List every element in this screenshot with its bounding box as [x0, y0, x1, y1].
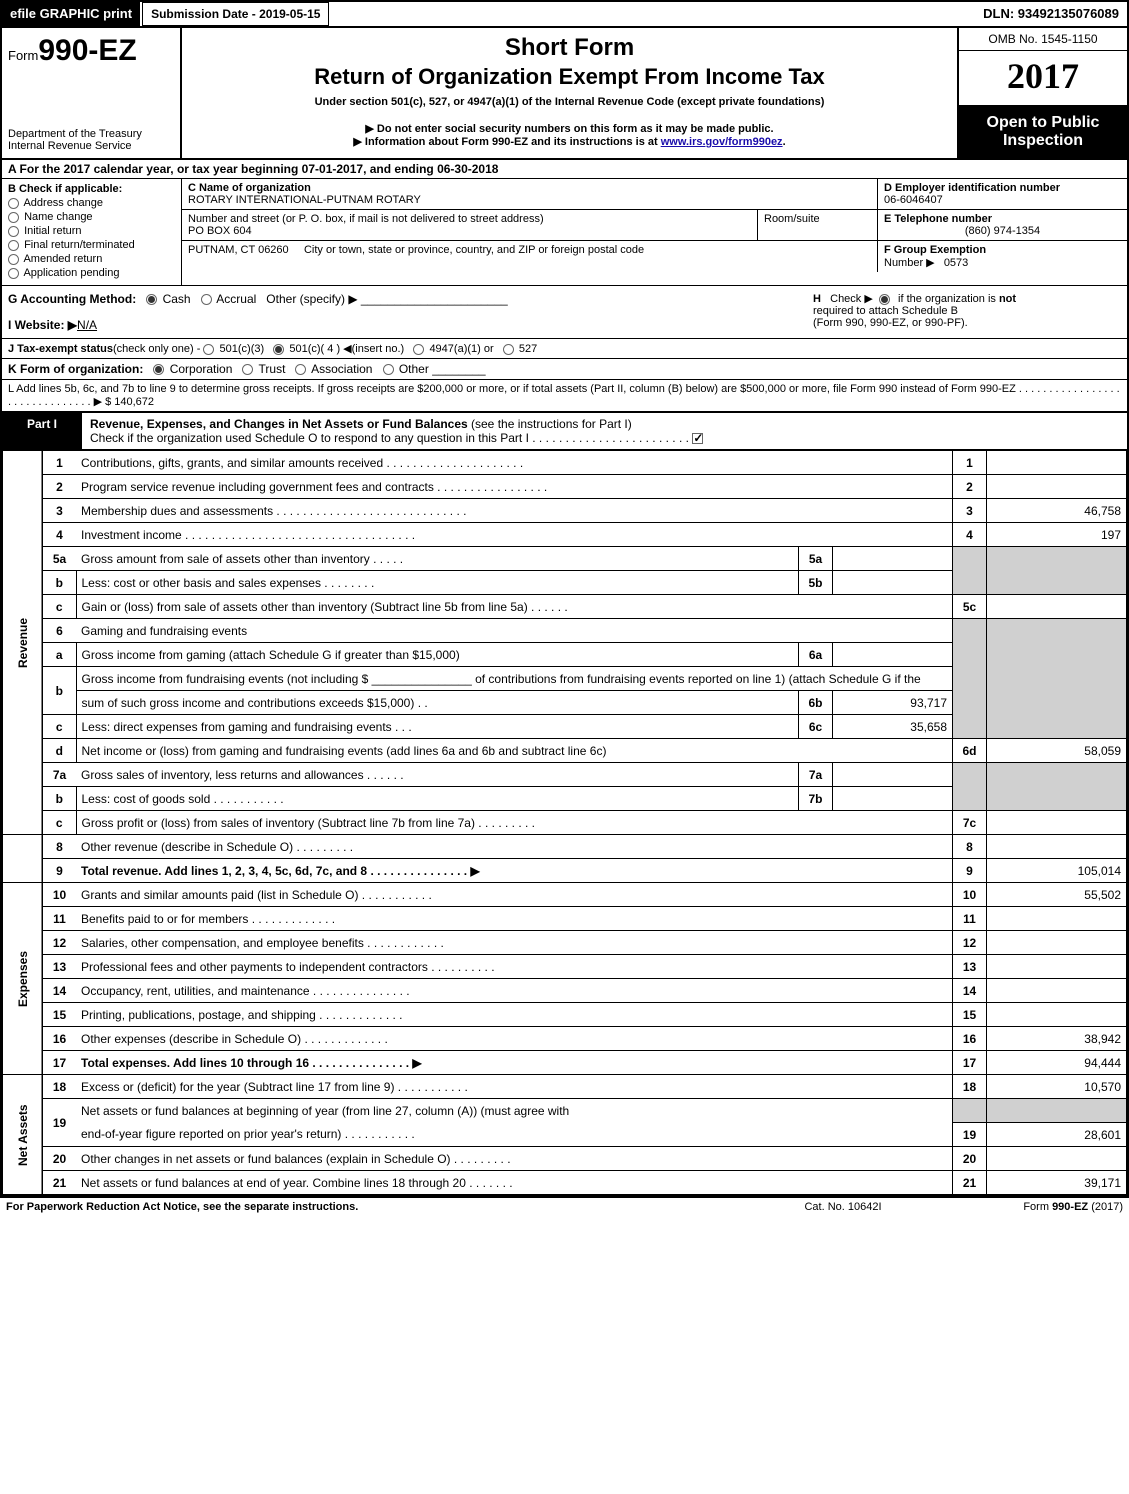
- section-d: D Employer identification number 06-6046…: [877, 179, 1127, 209]
- radio-accrual[interactable]: [201, 294, 212, 305]
- table-row: 5a Gross amount from sale of assets othe…: [3, 547, 1127, 571]
- side-revenue: Revenue: [3, 451, 43, 835]
- header-center: Short Form Return of Organization Exempt…: [182, 28, 957, 158]
- section-c-city: PUTNAM, CT 06260 City or town, state or …: [182, 241, 877, 272]
- omb-number: OMB No. 1545-1150: [959, 28, 1127, 51]
- side-netassets: Net Assets: [3, 1075, 43, 1195]
- cat-no: Cat. No. 10642I: [743, 1201, 943, 1213]
- radio-corp[interactable]: [153, 364, 164, 375]
- tax-year: 2017: [959, 51, 1127, 106]
- radio-501c3[interactable]: [203, 344, 214, 355]
- section-a: A For the 2017 calendar year, or tax yea…: [2, 160, 1127, 179]
- side-expenses: Expenses: [3, 883, 43, 1075]
- short-form-label: Short Form: [194, 34, 945, 62]
- table-row: Revenue 1 Contributions, gifts, grants, …: [3, 451, 1127, 475]
- cb-amended[interactable]: Amended return: [8, 253, 175, 265]
- section-h: H Check ▶ if the organization is not req…: [807, 286, 1127, 338]
- section-f: F Group Exemption Number ▶ 0573: [877, 241, 1127, 272]
- subtitle-3: ▶ Information about Form 990-EZ and its …: [194, 135, 945, 148]
- table-row: 15Printing, publications, postage, and s…: [3, 1003, 1127, 1027]
- section-e: E Telephone number (860) 974-1354: [877, 210, 1127, 240]
- table-row: 11Benefits paid to or for members . . . …: [3, 907, 1127, 931]
- table-row: 16Other expenses (describe in Schedule O…: [3, 1027, 1127, 1051]
- table-row: 2 Program service revenue including gove…: [3, 475, 1127, 499]
- department: Department of the Treasury Internal Reve…: [8, 128, 174, 152]
- table-row: 6 Gaming and fundraising events: [3, 619, 1127, 643]
- table-row: 19 Net assets or fund balances at beginn…: [3, 1099, 1127, 1123]
- cb-initial-return[interactable]: Initial return: [8, 225, 175, 237]
- table-row: c Gross profit or (loss) from sales of i…: [3, 811, 1127, 835]
- table-row: 20Other changes in net assets or fund ba…: [3, 1147, 1127, 1171]
- section-l: L Add lines 5b, 6c, and 7b to line 9 to …: [2, 380, 1127, 413]
- table-row: 13Professional fees and other payments t…: [3, 955, 1127, 979]
- section-g-h: G Accounting Method: Cash Accrual Other …: [2, 286, 1127, 339]
- form-990ez: efile GRAPHIC print Submission Date - 20…: [0, 0, 1129, 1197]
- form-ref: Form 990-EZ (2017): [943, 1201, 1123, 1213]
- section-j: J Tax-exempt status(check only one) - 50…: [2, 339, 1127, 359]
- table-row: 17Total expenses. Add lines 10 through 1…: [3, 1051, 1127, 1075]
- section-c-addr: Number and street (or P. O. box, if mail…: [182, 210, 757, 240]
- table-row: 9 Total revenue. Add lines 1, 2, 3, 4, 5…: [3, 859, 1127, 883]
- table-row: 8 Other revenue (describe in Schedule O)…: [3, 835, 1127, 859]
- table-row: 12Salaries, other compensation, and empl…: [3, 931, 1127, 955]
- section-b: B Check if applicable: Address change Na…: [2, 179, 182, 285]
- radio-schedule-b[interactable]: [879, 294, 890, 305]
- section-g-i: G Accounting Method: Cash Accrual Other …: [2, 286, 807, 338]
- radio-trust[interactable]: [242, 364, 253, 375]
- subtitle-2: ▶ Do not enter social security numbers o…: [194, 122, 945, 135]
- table-row: 3 Membership dues and assessments . . . …: [3, 499, 1127, 523]
- cb-address-change[interactable]: Address change: [8, 197, 175, 209]
- table-row: 7a Gross sales of inventory, less return…: [3, 763, 1127, 787]
- efile-badge: efile GRAPHIC print: [2, 2, 140, 26]
- footer: For Paperwork Reduction Act Notice, see …: [0, 1197, 1129, 1216]
- header-left: Form990-EZ Department of the Treasury In…: [2, 28, 182, 158]
- part-1-header: Part I Revenue, Expenses, and Changes in…: [2, 413, 1127, 450]
- cb-name-change[interactable]: Name change: [8, 211, 175, 223]
- table-row: 14Occupancy, rent, utilities, and mainte…: [3, 979, 1127, 1003]
- part-1-table: Revenue 1 Contributions, gifts, grants, …: [2, 450, 1127, 1195]
- table-row: end-of-year figure reported on prior yea…: [3, 1123, 1127, 1147]
- radio-527[interactable]: [503, 344, 514, 355]
- open-to-public: Open to Public Inspection: [959, 106, 1127, 158]
- topbar: efile GRAPHIC print Submission Date - 20…: [2, 2, 1127, 28]
- radio-assoc[interactable]: [295, 364, 306, 375]
- accounting-method: G Accounting Method: Cash Accrual Other …: [8, 292, 801, 306]
- paperwork-notice: For Paperwork Reduction Act Notice, see …: [6, 1201, 743, 1213]
- dln: DLN: 93492135076089: [975, 2, 1127, 26]
- table-row: 4 Investment income . . . . . . . . . . …: [3, 523, 1127, 547]
- radio-4947[interactable]: [413, 344, 424, 355]
- part-label: Part I: [2, 413, 82, 449]
- table-row: 21Net assets or fund balances at end of …: [3, 1171, 1127, 1195]
- header-right: OMB No. 1545-1150 2017 Open to Public In…: [957, 28, 1127, 158]
- part-title: Revenue, Expenses, and Changes in Net As…: [82, 413, 1127, 449]
- instructions-link[interactable]: www.irs.gov/form990ez: [661, 136, 783, 148]
- checkbox-schedule-o[interactable]: [692, 433, 703, 444]
- section-c-d-e-f: C Name of organization ROTARY INTERNATIO…: [182, 179, 1127, 285]
- submission-date: Submission Date - 2019-05-15: [142, 2, 329, 26]
- radio-cash[interactable]: [146, 294, 157, 305]
- table-row: c Gain or (loss) from sale of assets oth…: [3, 595, 1127, 619]
- radio-501c[interactable]: [273, 344, 284, 355]
- cb-final-return[interactable]: Final return/terminated: [8, 239, 175, 251]
- section-c-name: C Name of organization ROTARY INTERNATIO…: [182, 179, 877, 209]
- table-row: Expenses 10 Grants and similar amounts p…: [3, 883, 1127, 907]
- form-title: Return of Organization Exempt From Incom…: [194, 64, 945, 90]
- table-row: d Net income or (loss) from gaming and f…: [3, 739, 1127, 763]
- table-row: Net Assets 18 Excess or (deficit) for th…: [3, 1075, 1127, 1099]
- header: Form990-EZ Department of the Treasury In…: [2, 28, 1127, 160]
- radio-other-org[interactable]: [383, 364, 394, 375]
- section-k: K Form of organization: Corporation Trus…: [2, 359, 1127, 380]
- room-suite: Room/suite: [757, 210, 877, 240]
- cb-pending[interactable]: Application pending: [8, 267, 175, 279]
- form-number: Form990-EZ: [8, 34, 174, 68]
- website: I Website: ▶N/A: [8, 318, 801, 332]
- section-b-through-f: B Check if applicable: Address change Na…: [2, 179, 1127, 286]
- subtitle-1: Under section 501(c), 527, or 4947(a)(1)…: [194, 96, 945, 108]
